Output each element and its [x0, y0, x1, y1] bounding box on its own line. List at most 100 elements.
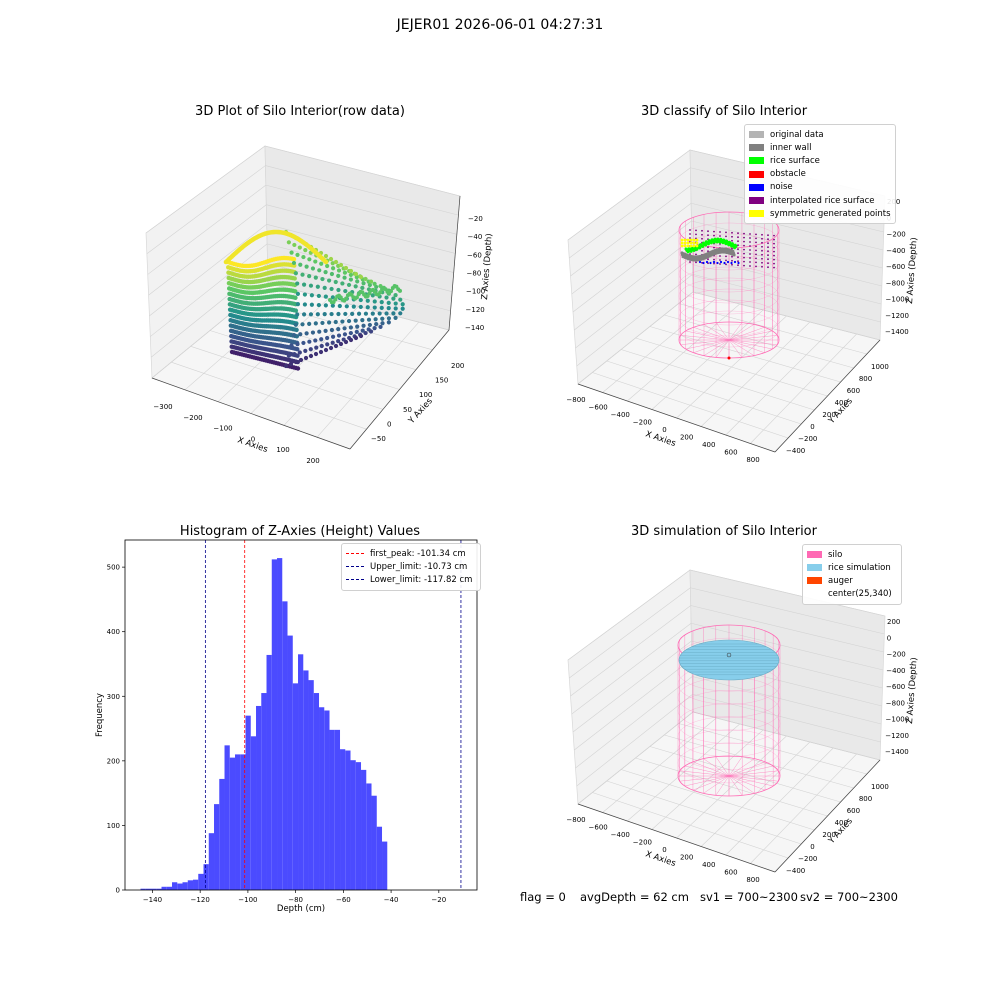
- data-point: [319, 261, 324, 266]
- histogram-bar: [345, 750, 351, 890]
- silo-floor-spoke: [728, 335, 778, 341]
- grid-line: [575, 676, 693, 769]
- data-point: [379, 305, 384, 310]
- data-point: [346, 318, 352, 324]
- interp-point: [731, 239, 733, 242]
- data-point: [355, 324, 360, 329]
- legend-item-upper-limit: Upper_limit: -10.73 cm: [346, 560, 476, 573]
- silo-ring: [678, 222, 780, 260]
- data-point: [289, 250, 294, 255]
- data-point: [398, 311, 403, 316]
- histogram-bar: [371, 795, 377, 890]
- grid-line: [691, 622, 884, 671]
- grid-line: [700, 741, 811, 847]
- interp-point: [707, 234, 709, 237]
- panel2-z-tick: −600: [886, 263, 905, 271]
- data-point: [300, 322, 305, 327]
- figure-suptitle: JEJER01 2026-06-01 04:27:31: [396, 17, 604, 33]
- panel2-x-tick: 400: [702, 441, 715, 449]
- interp-point: [737, 244, 739, 247]
- grid-line: [266, 223, 454, 273]
- noise-point: [733, 260, 737, 264]
- interp-point: [767, 250, 769, 253]
- panel2-y-tick: 200: [822, 411, 835, 419]
- interp-point: [737, 264, 739, 267]
- symmetric-point: [695, 244, 699, 248]
- panel4-legend: silo rice simulation auger center(25,340…: [802, 544, 902, 605]
- rice-point: [704, 243, 708, 247]
- data-point: [308, 353, 314, 359]
- interp-point: [761, 257, 763, 260]
- legend-swatch: [749, 197, 764, 205]
- data-point: [313, 275, 318, 280]
- histogram-bar: [382, 841, 388, 890]
- data-point: [378, 290, 383, 295]
- interp-point: [755, 253, 757, 256]
- panel4-x-tick: 400: [702, 861, 715, 869]
- silo-floor-spoke: [728, 322, 743, 341]
- panel1-x-tick: 200: [306, 457, 319, 465]
- legend-item-rice: rice surface: [749, 154, 891, 167]
- interp-point: [761, 245, 763, 248]
- grid-line: [574, 238, 693, 331]
- symmetric-point: [686, 241, 690, 245]
- data-point: [377, 311, 382, 316]
- legend-swatch: [749, 210, 764, 218]
- histogram-bar: [292, 683, 299, 890]
- panel3-y-tick: 0: [116, 887, 120, 895]
- interp-point: [767, 238, 769, 241]
- data-point: [329, 271, 335, 277]
- histogram-bar: [261, 693, 267, 890]
- panel4-y-tick: 800: [859, 795, 872, 803]
- data-point: [329, 286, 334, 292]
- data-point: [333, 343, 339, 349]
- data-point: [292, 289, 298, 294]
- legend-line: [346, 553, 364, 555]
- panel3-x-tick: −80: [288, 896, 303, 904]
- grid-line: [725, 327, 834, 436]
- panel4-y-tick: 400: [835, 819, 848, 827]
- data-point: [304, 331, 309, 336]
- data-point: [317, 329, 322, 334]
- panel3-x-tick: −100: [238, 896, 257, 904]
- data-point: [348, 277, 353, 282]
- data-point: [393, 306, 398, 311]
- silo-floor-spoke: [728, 758, 755, 777]
- data-point: [323, 328, 328, 333]
- panel3-axes: −140 −120 −100 −80 −60 −40 −20 0 100 200 300 400 50…: [95, 539, 478, 914]
- grid-line: [692, 291, 881, 341]
- interp-point: [689, 229, 691, 231]
- interp-point: [767, 266, 769, 269]
- data-point: [286, 240, 291, 245]
- grid-line: [571, 203, 692, 295]
- interp-point: [701, 233, 703, 236]
- interp-point: [761, 233, 763, 236]
- interp-point: [761, 241, 763, 244]
- legend-line: [346, 579, 364, 581]
- interp-point: [707, 258, 709, 261]
- panel2-y-tick: 600: [847, 387, 860, 395]
- data-point: [370, 293, 375, 298]
- grid-line: [567, 569, 691, 661]
- interp-point: [749, 261, 751, 263]
- data-point: [322, 285, 327, 290]
- data-point: [327, 278, 332, 283]
- interp-point: [731, 259, 733, 262]
- data-point: [293, 308, 299, 313]
- data-point: [353, 271, 359, 277]
- grid-line: [267, 243, 453, 293]
- silo-floor-spoke: [728, 339, 773, 350]
- data-point: [343, 265, 349, 271]
- grid-line: [750, 753, 857, 864]
- silo-floor-spoke: [680, 335, 730, 341]
- interp-point: [725, 259, 727, 262]
- rice-point: [689, 249, 693, 253]
- data-point: [298, 357, 304, 363]
- interp-point: [707, 246, 709, 249]
- legend-item-first-peak: first_peak: -101.34 cm: [346, 547, 476, 560]
- symmetric-point: [680, 238, 684, 242]
- data-point: [313, 321, 318, 326]
- silo-floor-spoke: [728, 327, 765, 341]
- symmetric-point: [689, 238, 693, 242]
- histogram-bar: [203, 864, 209, 890]
